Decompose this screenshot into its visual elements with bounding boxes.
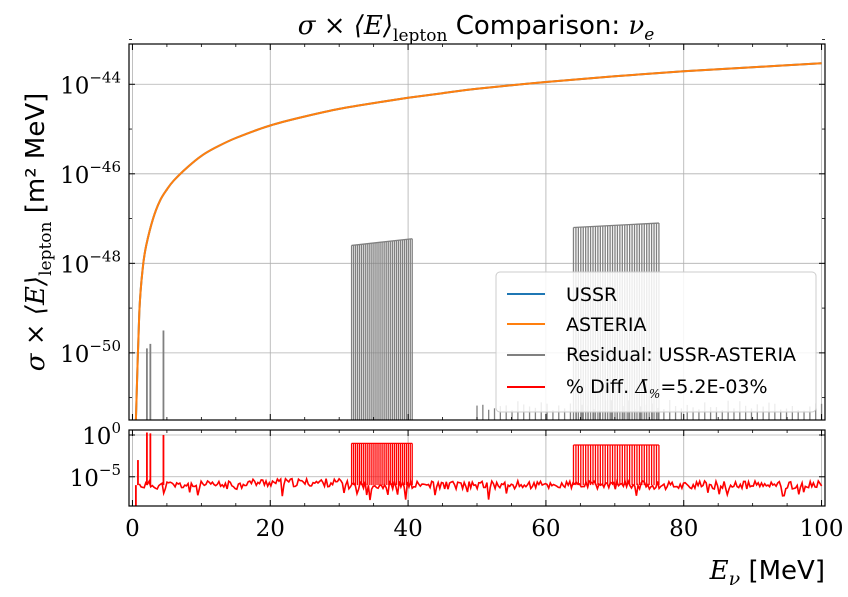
x-tick-label: 0 (125, 516, 140, 542)
main-ticks: 10−44 10−46 10−48 10−50 (60, 39, 825, 420)
y-tick-label: 10−50 (60, 337, 121, 368)
chart-title: σ × ⟨E⟩lepton Comparison: νe (298, 11, 655, 46)
diff-y-tick-label: 100 (82, 419, 121, 450)
y-tick-label: 10−44 (60, 68, 121, 99)
legend-box (495, 271, 817, 413)
legend-label-residual: Residual: USSR-ASTERIA (566, 344, 796, 366)
diff-gridlines (129, 430, 825, 506)
residual-band-top (573, 222, 659, 229)
diff-ticks: 0 20 40 60 80 100 100 10−5 (70, 419, 844, 542)
x-tick-label: 80 (669, 516, 698, 542)
x-tick-label: 40 (393, 516, 422, 542)
diff-y-tick-label: 10−5 (70, 461, 121, 492)
x-tick-label: 20 (256, 516, 285, 542)
legend-label-asteria: ASTERIA (566, 314, 646, 336)
x-tick-label: 100 (800, 516, 844, 542)
y-tick-label: 10−48 (60, 247, 121, 278)
asteria-line (134, 62, 822, 421)
y-tick-label: 10−46 (60, 158, 121, 189)
y-axis-label: σ × ⟨E⟩lepton [m² MeV] (21, 93, 56, 372)
legend: USSR ASTERIA Residual: USSR-ASTERIA % Di… (495, 271, 817, 413)
diff-line (138, 476, 823, 501)
x-tick-label: 60 (531, 516, 560, 542)
diff-plot-area: 0 20 40 60 80 100 100 10−5 (70, 419, 844, 542)
residual-band-top (351, 238, 413, 247)
legend-label-ussr: USSR (566, 284, 617, 306)
diff-series-group (134, 432, 823, 506)
legend-label-diff: % Diff. Δ̄%=5.2E-03% (566, 376, 768, 401)
x-axis-label: Eν [MeV] (709, 556, 825, 590)
diff-plot-frame (128, 429, 826, 507)
